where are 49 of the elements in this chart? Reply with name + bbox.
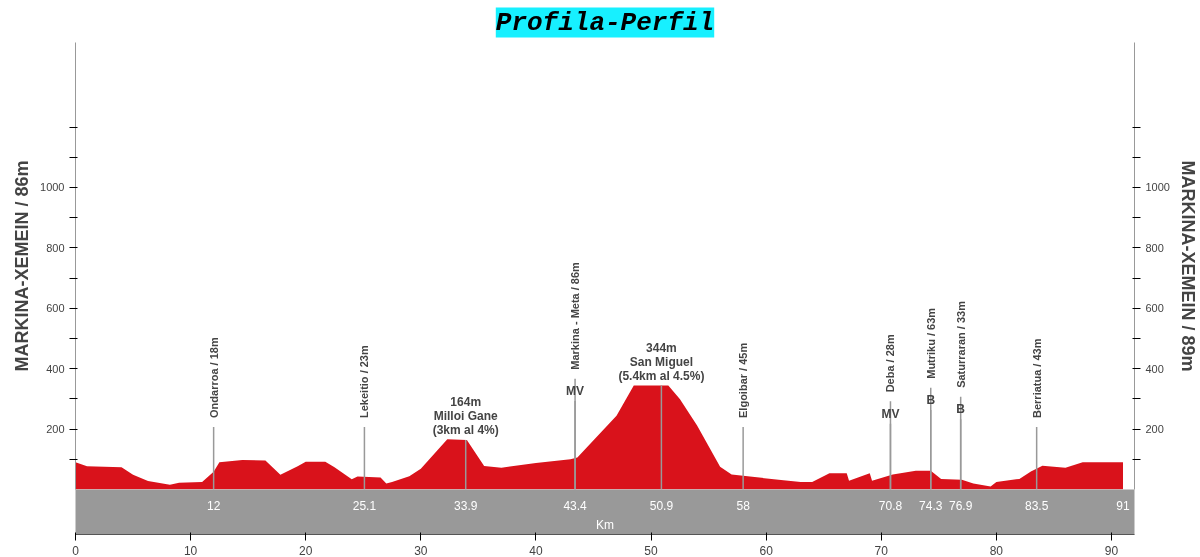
y-tick-label: 1000 bbox=[40, 181, 65, 194]
x2-tick-label: 58 bbox=[736, 498, 751, 513]
chart-title: Profila-Perfil bbox=[495, 7, 715, 38]
x-tick-label: 80 bbox=[989, 543, 1004, 557]
x2-tick-label: 70.8 bbox=[878, 498, 903, 513]
ref-line-label: Berriatua / 43m bbox=[1030, 338, 1043, 418]
x2-axis-title: Km bbox=[596, 517, 614, 532]
annotation: B bbox=[956, 402, 966, 417]
ref-line-label: Elgoibar / 45m bbox=[737, 342, 750, 418]
ref-line-label: Markina - Meta / 86m bbox=[569, 261, 582, 370]
x2-tick-label: 83.5 bbox=[1024, 498, 1049, 513]
ref-line-label: Lekeitio / 23m bbox=[358, 345, 371, 418]
x-tick-label: 20 bbox=[299, 543, 313, 557]
y2-tick-label: 600 bbox=[1145, 302, 1164, 315]
x-tick-label: 40 bbox=[529, 543, 543, 557]
x2-tick-label: 25.1 bbox=[352, 498, 377, 513]
y-tick-label: 200 bbox=[46, 423, 65, 436]
annotation: MV bbox=[881, 406, 900, 421]
y2-tick-label: 200 bbox=[1145, 423, 1164, 436]
x-tick-label: 70 bbox=[874, 543, 889, 557]
annotation: B bbox=[926, 393, 936, 408]
x-tick-label: 60 bbox=[759, 543, 774, 557]
x2-tick-label: 50.9 bbox=[649, 498, 674, 513]
annotation: 164m Milloi Gane (3km al 4%) bbox=[432, 394, 499, 437]
y-tick-label: 400 bbox=[46, 362, 65, 375]
x2-tick-label: 74.3 bbox=[919, 498, 943, 513]
y2-tick-label: 400 bbox=[1145, 362, 1164, 375]
x-tick-label: 30 bbox=[414, 543, 428, 557]
x-tick-label: 90 bbox=[1104, 543, 1119, 557]
y-tick-label: 800 bbox=[46, 241, 65, 254]
x2-tick-label: 33.9 bbox=[454, 498, 478, 513]
annotation: 344m San Miguel (5.4km al 4.5%) bbox=[618, 340, 705, 383]
ref-line-label: Deba / 28m bbox=[884, 334, 897, 393]
ref-line-label: Ondarroa / 18m bbox=[207, 337, 220, 418]
y-axis-title: MARKINA-XEMEIN / 86m bbox=[12, 160, 33, 372]
x2-tick-label: 12 bbox=[206, 498, 221, 513]
x2-tick-label: 43.4 bbox=[563, 498, 588, 513]
annotation: MV bbox=[566, 384, 585, 399]
ref-line-label: Mutriku / 63m bbox=[924, 307, 937, 379]
y-tick-label: 600 bbox=[46, 302, 65, 315]
y2-tick-label: 800 bbox=[1145, 241, 1164, 254]
y2-tick-label: 1000 bbox=[1145, 181, 1170, 194]
ref-line-label: Saturraran / 33m bbox=[954, 300, 967, 388]
y2-axis-title: MARKINA-XEMEIN / 89m bbox=[1177, 160, 1198, 372]
x-tick-label: 0 bbox=[72, 543, 80, 557]
x2-tick-label: 91 bbox=[1116, 498, 1130, 513]
x-tick-label: 10 bbox=[183, 543, 198, 557]
x-tick-label: 50 bbox=[644, 543, 659, 557]
x2-tick-label: 76.9 bbox=[949, 498, 973, 513]
